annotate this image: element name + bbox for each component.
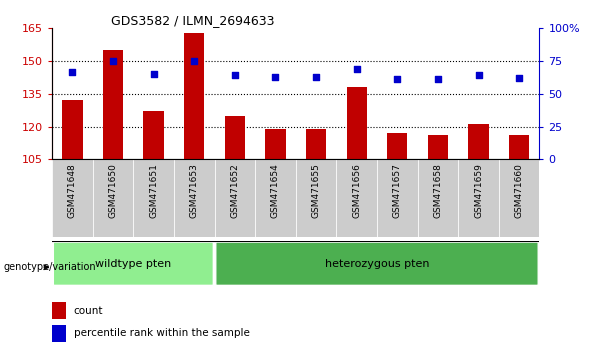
Text: heterozygous pten: heterozygous pten: [325, 259, 429, 269]
Bar: [509, 135, 529, 159]
Text: GSM471659: GSM471659: [474, 163, 483, 218]
Point: [433, 76, 443, 82]
Bar: [417, 159, 459, 237]
Point: [149, 72, 159, 77]
Bar: [174, 159, 215, 237]
Bar: [346, 87, 367, 159]
Point: [270, 74, 280, 80]
Bar: [255, 159, 295, 237]
Bar: [215, 159, 255, 237]
Text: GSM471656: GSM471656: [352, 163, 361, 218]
Text: GSM471652: GSM471652: [230, 163, 239, 218]
Text: count: count: [74, 306, 103, 316]
Text: GSM471653: GSM471653: [190, 163, 199, 218]
Text: percentile rank within the sample: percentile rank within the sample: [74, 329, 249, 338]
FancyBboxPatch shape: [216, 242, 538, 285]
Bar: [52, 325, 66, 342]
Bar: [225, 116, 245, 159]
Point: [392, 76, 402, 82]
FancyBboxPatch shape: [53, 242, 213, 285]
Text: GSM471650: GSM471650: [109, 163, 118, 218]
Text: GSM471658: GSM471658: [433, 163, 443, 218]
Bar: [468, 124, 489, 159]
Text: GSM471654: GSM471654: [271, 163, 280, 218]
Point: [67, 69, 77, 74]
Point: [108, 58, 118, 64]
Bar: [306, 129, 326, 159]
Text: GDS3582 / ILMN_2694633: GDS3582 / ILMN_2694633: [110, 14, 274, 27]
Text: GSM471660: GSM471660: [515, 163, 524, 218]
Text: GSM471651: GSM471651: [149, 163, 158, 218]
Text: genotype/variation: genotype/variation: [3, 262, 96, 272]
Point: [311, 74, 321, 80]
Point: [189, 58, 199, 64]
Text: GSM471655: GSM471655: [311, 163, 321, 218]
Bar: [337, 159, 377, 237]
Point: [230, 73, 240, 78]
Bar: [265, 129, 286, 159]
Bar: [387, 133, 408, 159]
Bar: [93, 159, 134, 237]
Bar: [499, 159, 539, 237]
Bar: [63, 101, 83, 159]
Point: [352, 66, 362, 72]
Text: GSM471648: GSM471648: [68, 163, 77, 218]
Point: [514, 75, 524, 81]
Point: [474, 73, 484, 78]
Bar: [296, 159, 337, 237]
Text: GSM471657: GSM471657: [393, 163, 402, 218]
Text: wildtype pten: wildtype pten: [95, 259, 172, 269]
Bar: [184, 33, 204, 159]
Bar: [52, 159, 93, 237]
Bar: [377, 159, 417, 237]
Bar: [52, 302, 66, 319]
Bar: [428, 135, 448, 159]
Bar: [134, 159, 174, 237]
Bar: [103, 50, 123, 159]
Bar: [143, 111, 164, 159]
Bar: [458, 159, 499, 237]
